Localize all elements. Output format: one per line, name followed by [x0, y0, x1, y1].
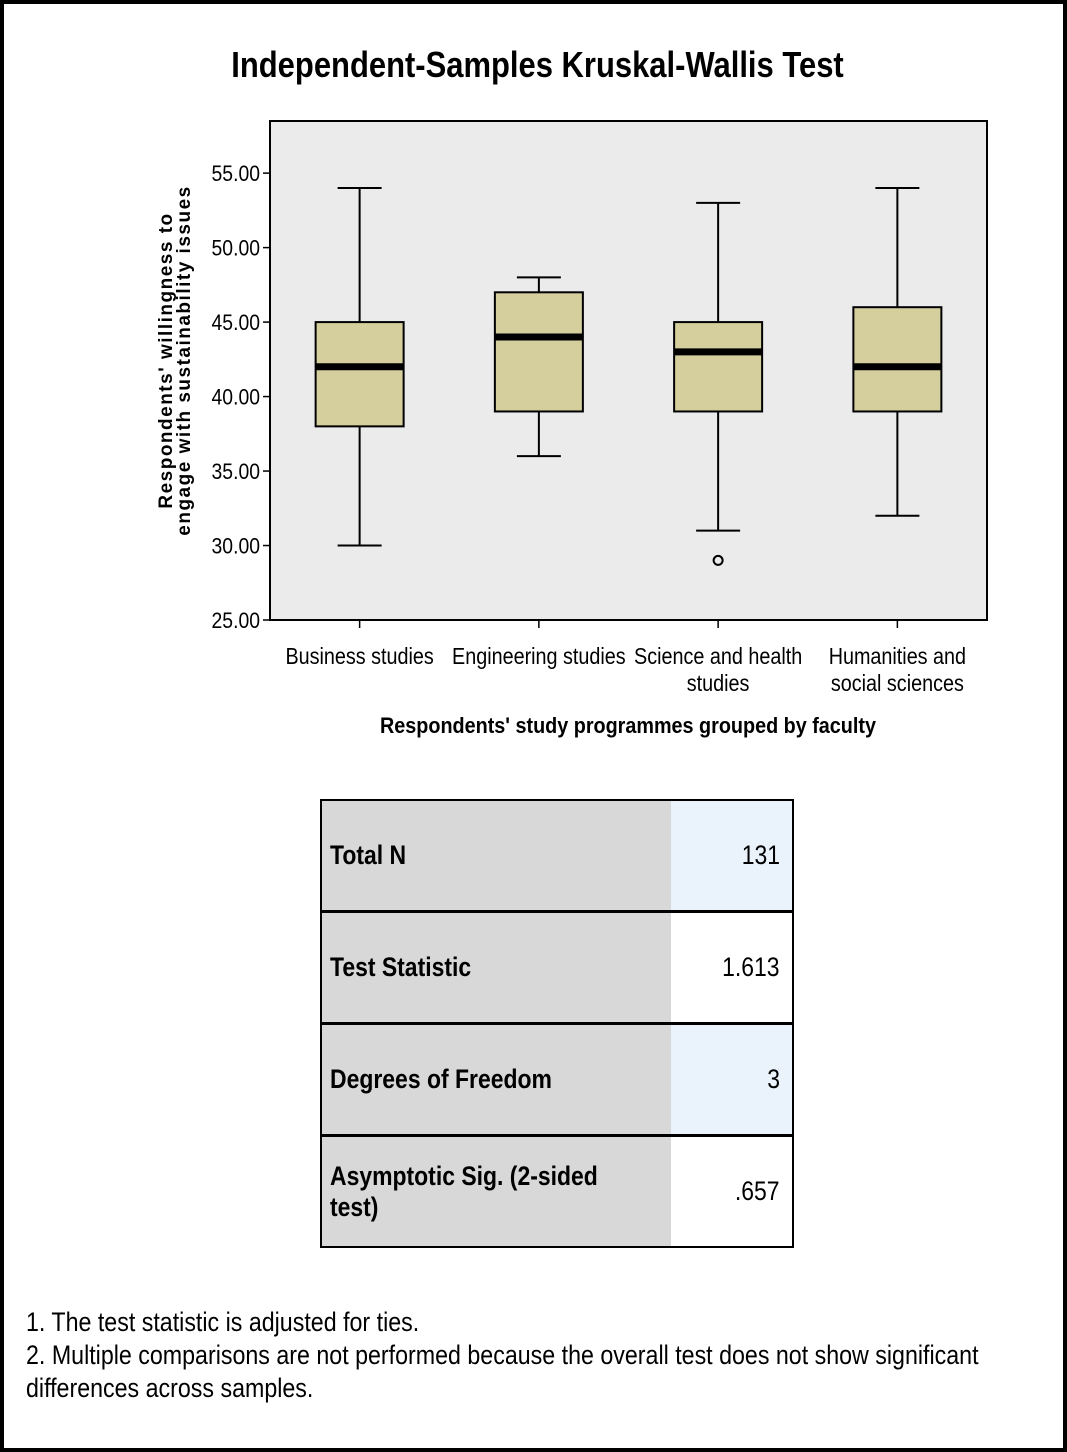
row-value: .657: [735, 1176, 780, 1206]
y-axis-title: engage with sustainability issues: [174, 185, 195, 535]
y-tick-label: 45.00: [212, 311, 260, 335]
y-tick-label: 40.00: [212, 385, 260, 409]
y-tick-label: 35.00: [212, 460, 260, 484]
row-label: Test Statistic: [330, 952, 472, 982]
table-row: Degrees of Freedom 3: [321, 1023, 793, 1137]
table-row: Total N 131: [321, 800, 793, 913]
x-category-label: Science and health: [634, 644, 802, 670]
y-axis-title: Respondents' willingness to: [156, 212, 177, 508]
footnote-2-continued: differences across samples.: [26, 1373, 314, 1403]
iqr-box: [493, 291, 584, 413]
boxplot-chart: 25.00 30.00 35.00 40.00 45.00 50.00 55.00 Respo…: [156, 120, 988, 738]
row-label: Total N: [330, 840, 407, 870]
row-value: 1.613: [722, 952, 780, 982]
y-tick-label: 30.00: [212, 534, 260, 558]
x-axis-title: Respondents' study programmes grouped by…: [380, 714, 876, 738]
x-category-label: Business studies: [285, 644, 433, 670]
row-value: 3: [767, 1064, 780, 1094]
iqr-box: [852, 306, 943, 413]
iqr-box: [673, 321, 764, 413]
outlier-point: [712, 554, 724, 566]
y-tick-label: 50.00: [212, 237, 260, 261]
footnote-1: 1. The test statistic is adjusted for ti…: [26, 1307, 420, 1337]
row-label: Degrees of Freedom: [330, 1064, 552, 1094]
table-row: Test Statistic 1.613: [321, 911, 793, 1025]
x-category-label: studies: [687, 671, 750, 697]
x-category-label: social sciences: [831, 671, 964, 697]
table-row: Asymptotic Sig. (2-sided test) .657: [321, 1135, 793, 1247]
chart-title: Independent-Samples Kruskal-Wallis Test: [231, 44, 844, 85]
y-tick-label: 25.00: [212, 609, 260, 633]
y-tick-label: 55.00: [212, 162, 260, 186]
footnotes: 1. The test statistic is adjusted for ti…: [26, 1306, 1056, 1405]
test-summary-table: Total N 131 Test Statistic 1.613 Degrees…: [320, 799, 794, 1248]
footnote-2: 2. Multiple comparisons are not performe…: [26, 1340, 979, 1370]
iqr-box: [314, 321, 405, 428]
row-value: 131: [741, 840, 780, 870]
x-category-label: Humanities and: [829, 644, 966, 670]
x-category-label: Engineering studies: [452, 644, 626, 670]
row-label: Asymptotic Sig. (2-sided test): [330, 1160, 598, 1222]
